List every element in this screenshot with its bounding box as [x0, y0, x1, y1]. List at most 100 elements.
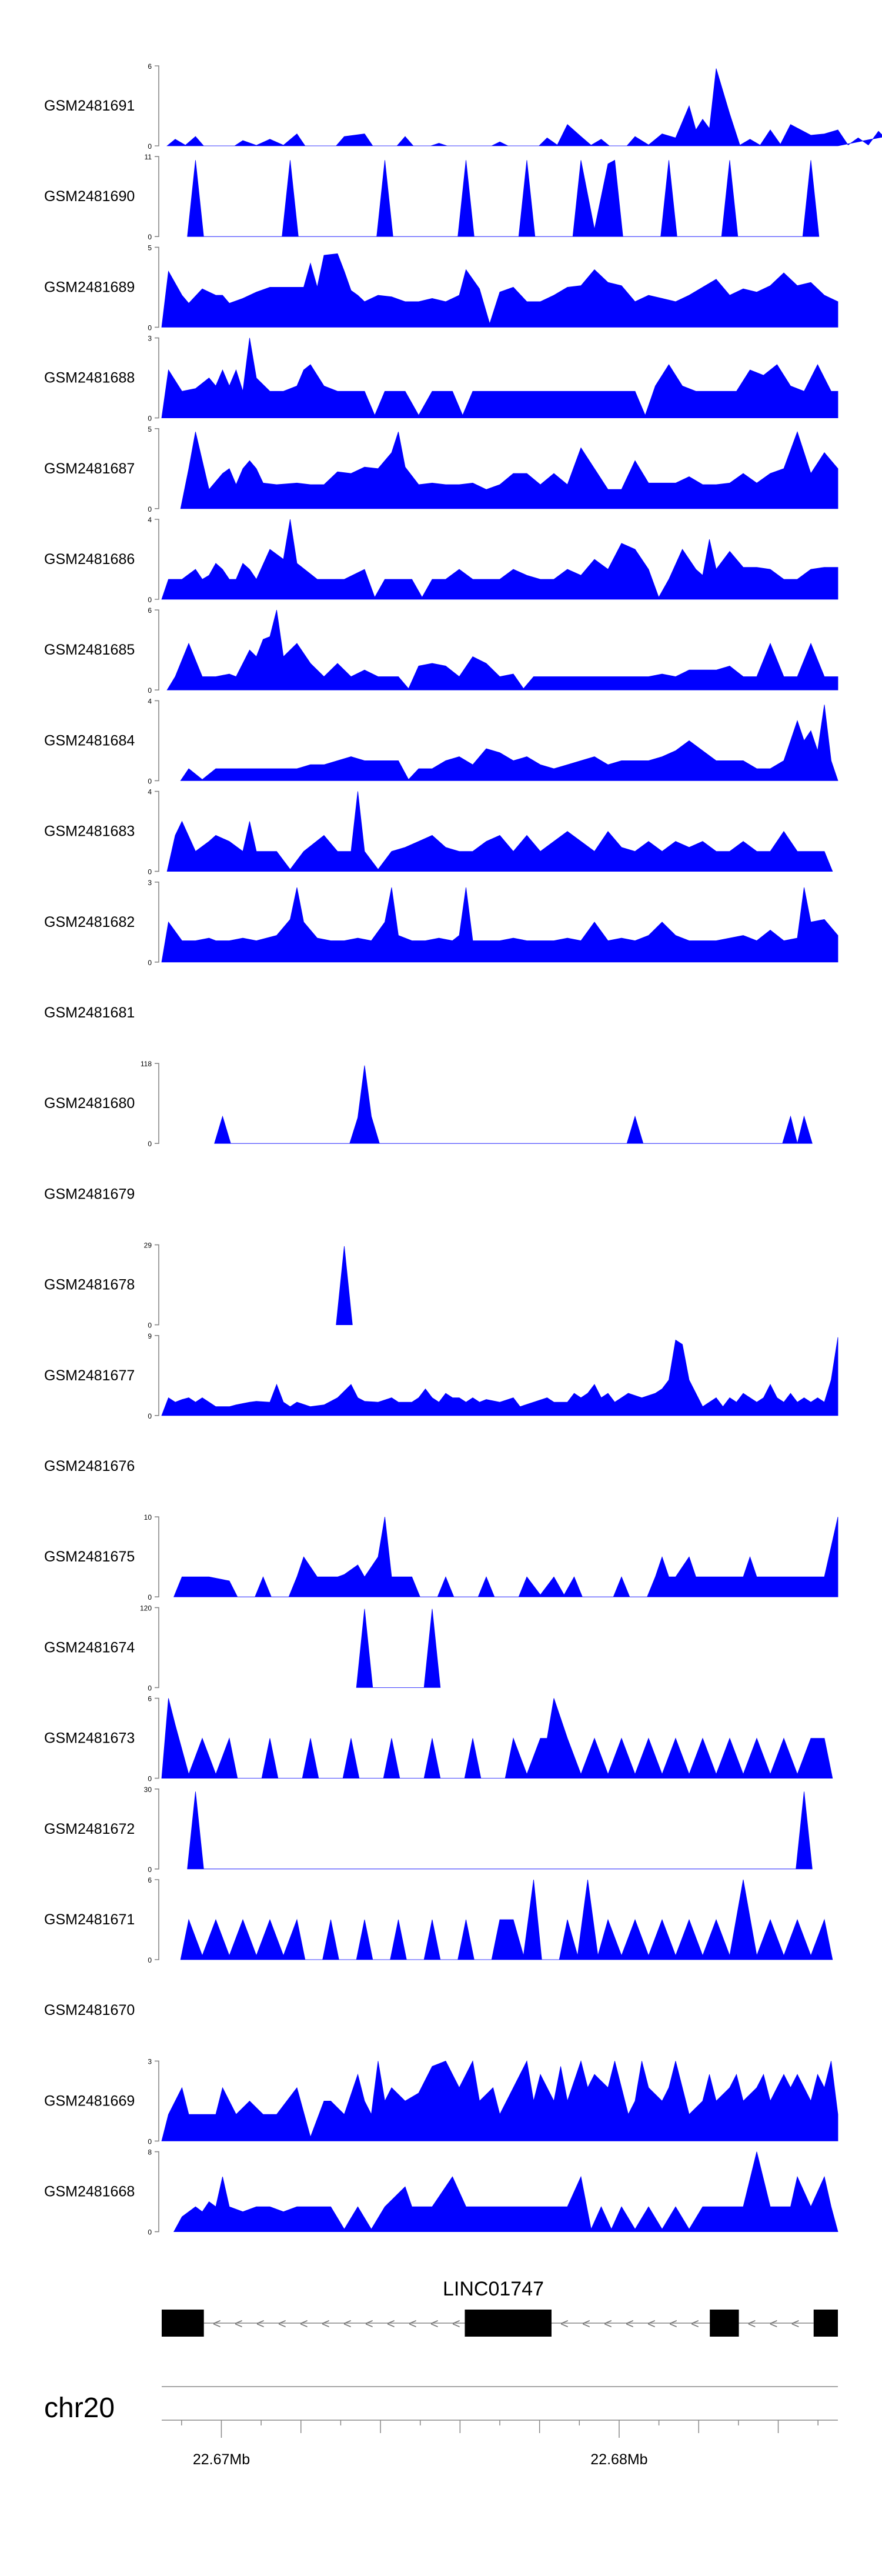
- y-axis-line: [155, 609, 159, 690]
- y-tick-label: 0: [148, 1775, 152, 1783]
- coverage-area: [187, 159, 820, 237]
- coverage-tracks: GSM248169160GSM2481690110GSM248168950GSM…: [44, 62, 882, 2237]
- y-tick-label: 3: [148, 2057, 152, 2066]
- coverage-area: [166, 791, 833, 872]
- coverage-area: [180, 1879, 833, 1960]
- track-GSM2481681: GSM2481681: [44, 1005, 135, 1021]
- y-axis-line: [155, 2060, 159, 2142]
- track-GSM2481690: GSM2481690 11 0: [44, 153, 820, 241]
- intron-arrow: <: [430, 2316, 439, 2332]
- exon-block: [710, 2310, 739, 2337]
- coverage-area: [180, 431, 838, 509]
- track-GSM2481685: GSM2481685 6 0: [44, 606, 838, 695]
- y-axis-line: [155, 1335, 159, 1416]
- exon-block: [813, 2310, 838, 2337]
- chromosome-axis: chr20 22.67Mb 22.68Mb: [44, 2386, 838, 2468]
- y-tick-label: 29: [144, 1242, 152, 1250]
- track-GSM2481679: GSM2481679: [44, 1186, 135, 1202]
- y-tick-label: 0: [148, 868, 152, 876]
- coverage-area: [161, 2060, 838, 2141]
- intron-arrow: <: [300, 2316, 308, 2332]
- y-axis-line: [155, 2151, 159, 2233]
- intron-arrow: <: [409, 2316, 417, 2332]
- coverage-area: [161, 887, 838, 963]
- track-GSM2481677: GSM2481677 9 0: [44, 1332, 838, 1420]
- y-tick-label: 0: [148, 505, 152, 513]
- y-tick-label: 0: [148, 1956, 152, 1964]
- y-axis-line: [155, 337, 159, 419]
- coverage-area: [214, 1065, 813, 1144]
- track-label: GSM2481669: [44, 2093, 135, 2109]
- track-GSM2481683: GSM2481683 4 0: [44, 788, 833, 876]
- track-label: GSM2481687: [44, 461, 135, 477]
- track-label: GSM2481670: [44, 2002, 135, 2018]
- gene-name-label: LINC01747: [443, 2278, 544, 2300]
- coverage-area: [173, 1517, 838, 1597]
- y-tick-label: 5: [148, 425, 152, 433]
- y-axis-line: [155, 1788, 159, 1870]
- y-tick-label: 0: [148, 1684, 152, 1692]
- coverage-area: [187, 1791, 813, 1870]
- track-label: GSM2481690: [44, 188, 135, 205]
- y-axis-line: [155, 1607, 159, 1689]
- intron-arrow: <: [748, 2316, 756, 2332]
- y-tick-label: 118: [141, 1060, 152, 1068]
- intron-arrow: <: [213, 2316, 221, 2332]
- intron-arrow: <: [452, 2316, 460, 2332]
- y-axis-line: [155, 428, 159, 509]
- y-tick-label: 0: [148, 323, 152, 332]
- y-tick-label: 0: [148, 596, 152, 604]
- y-axis-line: [155, 1063, 159, 1144]
- track-label: GSM2481675: [44, 1549, 135, 1565]
- track-GSM2481670: GSM2481670: [44, 2002, 135, 2018]
- y-axis-line: [155, 1516, 159, 1597]
- y-tick-label: 0: [148, 1322, 152, 1330]
- y-tick-label: 0: [148, 959, 152, 967]
- track-GSM2481676: GSM2481676: [44, 1458, 135, 1474]
- gene-model: LINC01747 < < < < < < < < < < < < < < < < < < < < < <: [162, 2278, 838, 2337]
- y-tick-label: 0: [148, 1866, 152, 1874]
- track-GSM2481675: GSM2481675 10 0: [44, 1513, 838, 1601]
- coverage-area: [356, 1609, 441, 1688]
- intron-arrow: <: [560, 2316, 569, 2332]
- track-label: GSM2481684: [44, 732, 135, 749]
- y-axis-line: [155, 882, 159, 963]
- track-GSM2481680: GSM2481680 118 0: [44, 1060, 813, 1148]
- track-GSM2481689: GSM2481689 5 0: [44, 243, 838, 332]
- y-tick-label: 30: [144, 1786, 152, 1794]
- y-tick-label: 0: [148, 777, 152, 785]
- coverage-area: [161, 253, 838, 328]
- y-tick-label: 0: [148, 415, 152, 423]
- coverage-area: [336, 1246, 353, 1325]
- coverage-area: [180, 705, 838, 781]
- track-label: GSM2481681: [44, 1005, 135, 1021]
- intron-arrow: <: [582, 2316, 590, 2332]
- chromosome-label: chr20: [44, 2393, 115, 2424]
- axis-tick-label: 22.68Mb: [590, 2451, 647, 2468]
- y-axis-line: [155, 1879, 159, 1960]
- track-label: GSM2481686: [44, 551, 135, 568]
- y-axis-line: [155, 790, 159, 872]
- y-tick-label: 120: [140, 1604, 152, 1612]
- y-tick-label: 0: [148, 1140, 152, 1148]
- track-label: GSM2481673: [44, 1730, 135, 1747]
- y-tick-label: 4: [148, 697, 152, 705]
- y-tick-label: 11: [145, 153, 152, 161]
- track-label: GSM2481674: [44, 1639, 135, 1656]
- y-tick-label: 10: [144, 1513, 152, 1521]
- y-tick-label: 3: [148, 335, 152, 343]
- y-tick-label: 0: [148, 1412, 152, 1420]
- track-GSM2481673: GSM2481673 6 0: [44, 1695, 833, 1783]
- exon-block: [162, 2310, 204, 2337]
- intron-arrow: <: [691, 2316, 699, 2332]
- gene-body: < < < < < < < < < < < < < < < < < < < < < <: [162, 2310, 838, 2337]
- intron-arrow: <: [343, 2316, 352, 2332]
- coverage-area: [161, 338, 838, 418]
- intron-arrow: <: [669, 2316, 677, 2332]
- y-tick-label: 4: [148, 516, 152, 524]
- y-axis-line: [155, 1697, 159, 1779]
- track-GSM2481672: GSM2481672 30 0: [44, 1786, 813, 1874]
- intron-arrow: <: [387, 2316, 395, 2332]
- y-tick-label: 6: [148, 606, 152, 615]
- track-label: GSM2481683: [44, 823, 135, 840]
